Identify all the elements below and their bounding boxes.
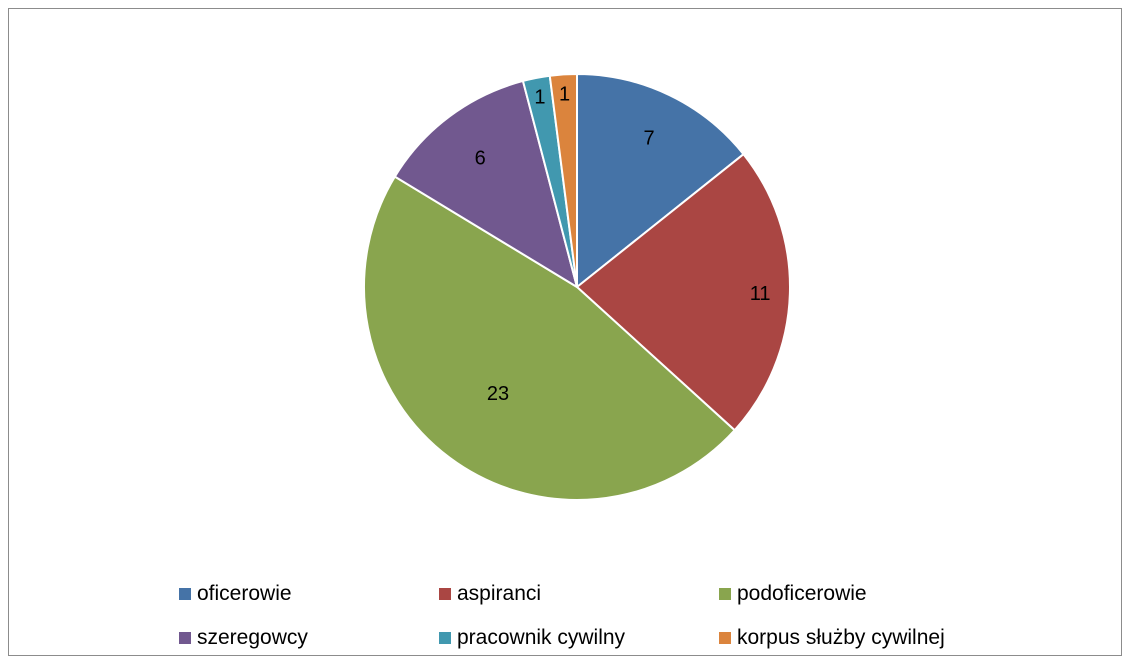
legend-swatch xyxy=(439,588,451,600)
data-label-korpus-służby-cywilnej: 1 xyxy=(559,84,570,106)
legend-swatch xyxy=(179,588,191,600)
data-label-szeregowcy: 6 xyxy=(475,147,486,169)
legend-label: oficerowie xyxy=(197,582,292,605)
legend-label: korpus służby cywilnej xyxy=(737,626,945,649)
data-label-pracownik-cywilny: 1 xyxy=(534,87,545,109)
legend-swatch xyxy=(719,632,731,644)
data-label-aspiranci: 11 xyxy=(750,283,771,305)
pie-slice-szeregowcy xyxy=(393,79,579,290)
legend-label: aspiranci xyxy=(457,582,542,605)
legend-swatch xyxy=(439,632,451,644)
legend-item-korpus-służby-cywilnej: korpus służby cywilnej xyxy=(719,626,945,650)
pie-chart: 7 11 23 6 1 1 xyxy=(363,72,791,501)
pie-slice-podoficerowie xyxy=(363,175,737,501)
data-label-podoficerowie: 23 xyxy=(487,383,509,405)
legend-label: podoficerowie xyxy=(737,582,867,605)
legend-item-oficerowie: oficerowie xyxy=(179,582,292,606)
legend-item-aspiranci: aspiranci xyxy=(439,582,541,606)
legend-item-pracownik-cywilny: pracownik cywilny xyxy=(439,626,625,650)
legend-label: pracownik cywilny xyxy=(457,626,626,649)
legend: oficerowie aspiranci podoficerowie szeregow… xyxy=(179,572,1079,652)
pie-slice-oficerowie xyxy=(576,72,745,290)
pie-slice-korpus-służby-cywilnej xyxy=(548,72,578,288)
legend-swatch xyxy=(179,632,191,644)
data-label-oficerowie: 7 xyxy=(644,127,655,149)
legend-item-podoficerowie: podoficerowie xyxy=(719,582,867,606)
legend-swatch xyxy=(719,588,731,600)
legend-item-szeregowcy: szeregowcy xyxy=(179,626,308,650)
pie-slice-aspiranci xyxy=(575,152,791,432)
legend-label: szeregowcy xyxy=(197,626,308,649)
chart-frame: 7 11 23 6 1 1 oficerowie aspiranci podoficerowi… xyxy=(8,8,1122,656)
